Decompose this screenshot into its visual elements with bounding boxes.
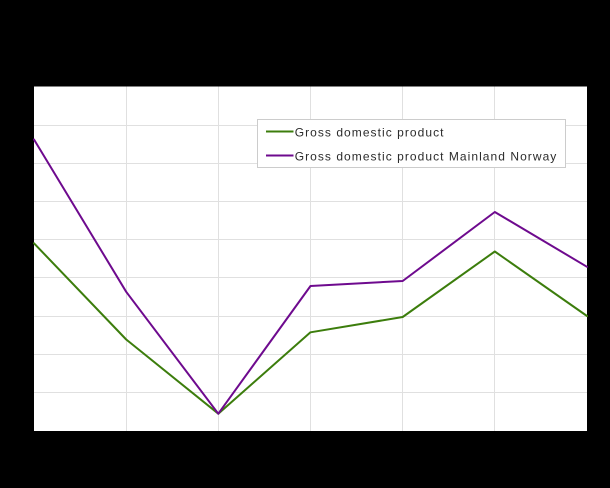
svg-text:Gross domestic product Mainlan: Gross domestic product Mainland Norway (295, 149, 558, 163)
svg-text:Gross domestic product: Gross domestic product (295, 125, 445, 139)
